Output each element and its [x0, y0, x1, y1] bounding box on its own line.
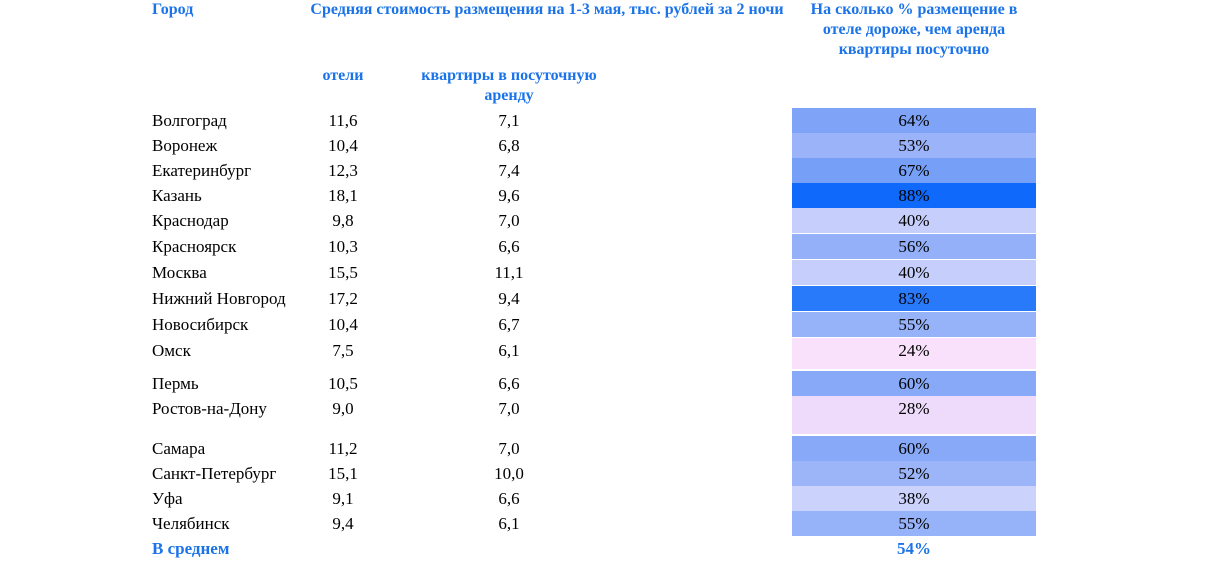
table-row: Красноярск 10,3 6,6 56% [0, 234, 1206, 259]
city-name: Уфа [152, 489, 183, 508]
apartment-cost: 7,4 [498, 161, 520, 180]
table-row: Нижний Новгород 17,2 9,4 83% [0, 286, 1206, 311]
apartment-cost: 6,7 [498, 315, 520, 334]
hotel-cost: 9,4 [332, 514, 354, 533]
hotel-cost: 11,6 [328, 111, 358, 130]
city-name: Казань [152, 186, 202, 205]
hotel-cost: 12,3 [328, 161, 358, 180]
city-name: Красноярск [152, 237, 237, 256]
hotel-cost: 10,4 [328, 315, 358, 334]
hotel-cost: 9,0 [332, 399, 354, 418]
table-row: Новосибирск 10,4 6,7 55% [0, 312, 1206, 337]
apartment-cost: 7,0 [498, 399, 520, 418]
apartment-cost: 6,8 [498, 136, 520, 155]
city-name: Воронеж [152, 136, 218, 155]
average-row: В среднем 54% [0, 536, 1206, 561]
percent-cell: 28% [792, 396, 1036, 434]
apartment-cost: 7,0 [498, 439, 520, 458]
header-avg-cost: Средняя стоимость размещения на 1-3 мая,… [310, 1, 784, 18]
apartment-cost: 10,0 [494, 464, 524, 483]
percent-cell: 60% [792, 436, 1036, 461]
apartment-cost: 6,1 [498, 341, 520, 360]
percent-cell: 67% [792, 158, 1036, 183]
percent-cell: 60% [792, 371, 1036, 396]
city-name: Пермь [152, 374, 199, 393]
city-name: Ростов-на-Дону [152, 399, 267, 418]
hotel-cost: 9,8 [332, 211, 354, 230]
apartment-cost: 7,0 [498, 211, 520, 230]
hotel-cost: 7,5 [332, 341, 354, 360]
city-name: Челябинск [152, 514, 230, 533]
hotel-cost: 9,1 [332, 489, 354, 508]
percent-cell: 64% [792, 108, 1036, 133]
table-row: Ростов-на-Дону 9,0 7,0 28% [0, 396, 1206, 434]
table-row: Пермь 10,5 6,6 60% [0, 371, 1206, 396]
header-percent-diff: На сколько % размещение в отеле дороже, … [810, 1, 1018, 58]
apartment-cost: 6,6 [498, 237, 520, 256]
table-row: Челябинск 9,4 6,1 55% [0, 511, 1206, 536]
table-row: Воронеж 10,4 6,8 53% [0, 133, 1206, 158]
hotel-cost: 15,1 [328, 464, 358, 483]
city-name: Екатеринбург [152, 161, 252, 180]
city-name: Самара [152, 439, 206, 458]
header-apartments: квартиры в посуточную аренду [421, 67, 597, 104]
percent-cell: 24% [792, 338, 1036, 369]
percent-cell: 38% [792, 486, 1036, 511]
city-name: Москва [152, 263, 207, 282]
apartment-cost: 6,6 [498, 374, 520, 393]
percent-cell: 53% [792, 133, 1036, 158]
percent-cell: 40% [792, 208, 1036, 233]
hotel-cost: 15,5 [328, 263, 358, 282]
table-row: Краснодар 9,8 7,0 40% [0, 208, 1206, 233]
city-name: Новосибирск [152, 315, 249, 334]
percent-cell: 88% [792, 183, 1036, 208]
percent-cell: 56% [792, 234, 1036, 259]
average-label: В среднем [152, 539, 230, 558]
hotel-cost: 10,3 [328, 237, 358, 256]
apartment-cost: 6,1 [498, 514, 520, 533]
percent-cell: 52% [792, 461, 1036, 486]
table-row: Екатеринбург 12,3 7,4 67% [0, 158, 1206, 183]
city-name: Волгоград [152, 111, 227, 130]
table-row: Санкт-Петербург 15,1 10,0 52% [0, 461, 1206, 486]
table-row: Омск 7,5 6,1 24% [0, 338, 1206, 369]
header-hotels: отели [322, 67, 364, 84]
average-percent: 54% [897, 539, 931, 558]
apartment-cost: 6,6 [498, 489, 520, 508]
hotel-cost: 17,2 [328, 289, 358, 308]
city-name: Краснодар [152, 211, 229, 230]
table-row: Волгоград 11,6 7,1 64% [0, 108, 1206, 133]
city-name: Омск [152, 341, 191, 360]
apartment-cost: 9,6 [498, 186, 520, 205]
percent-cell: 40% [792, 260, 1036, 285]
percent-cell: 55% [792, 312, 1036, 337]
apartment-cost: 11,1 [494, 263, 524, 282]
city-name: Нижний Новгород [152, 289, 286, 308]
percent-cell: 55% [792, 511, 1036, 536]
percent-cell: 83% [792, 286, 1036, 311]
hotel-cost: 10,4 [328, 136, 358, 155]
hotel-cost: 18,1 [328, 186, 358, 205]
table-row: Уфа 9,1 6,6 38% [0, 486, 1206, 511]
table-row: Москва 15,5 11,1 40% [0, 260, 1206, 285]
city-name: Санкт-Петербург [152, 464, 277, 483]
apartment-cost: 7,1 [498, 111, 520, 130]
table-row: Самара 11,2 7,0 60% [0, 436, 1206, 461]
apartment-cost: 9,4 [498, 289, 520, 308]
table-row: Казань 18,1 9,6 88% [0, 183, 1206, 208]
hotel-cost: 11,2 [328, 439, 358, 458]
hotel-cost: 10,5 [328, 374, 358, 393]
header-city: Город [152, 1, 194, 18]
